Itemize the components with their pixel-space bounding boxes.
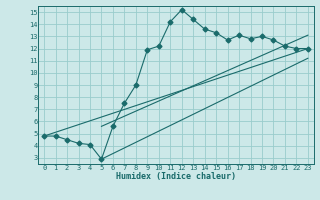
X-axis label: Humidex (Indice chaleur): Humidex (Indice chaleur) [116,172,236,181]
